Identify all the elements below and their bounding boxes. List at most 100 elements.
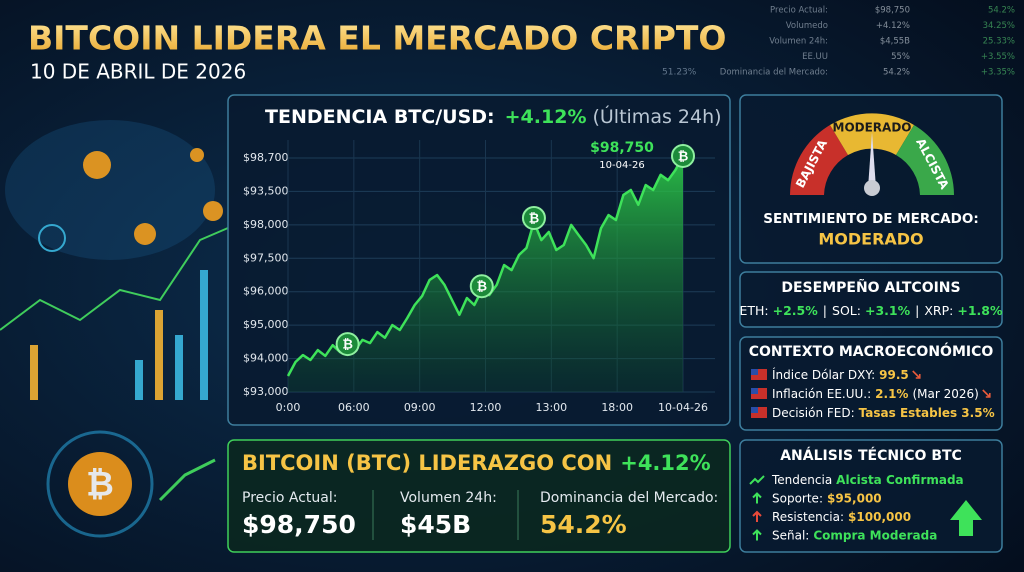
sentiment-title: SENTIMIENTO DE MERCADO: xyxy=(763,211,978,227)
technical-list: Tendencia Alcista Confirmada Soporte: $95,0… xyxy=(749,473,964,542)
stat-value: 54.2% xyxy=(540,510,627,539)
svg-text:₿: ₿ xyxy=(86,465,114,505)
flag-icon xyxy=(751,369,767,380)
technical-value: $95,000 xyxy=(827,491,882,505)
separator: | xyxy=(823,303,827,318)
decor: ₿ xyxy=(0,120,229,538)
ticker-change: 25.33% xyxy=(983,37,1015,47)
y-axis-label: $98,700 xyxy=(243,151,289,164)
x-axis-label: 10-04-26 xyxy=(658,401,708,414)
stat-value: $98,750 xyxy=(242,510,356,539)
bitcoin-marker xyxy=(335,332,360,357)
y-axis-label: $93,000 xyxy=(243,385,289,398)
sentiment-value: MODERADO xyxy=(818,230,923,249)
date: 10 DE ABRIL DE 2026 xyxy=(30,60,246,84)
ticker-side: 51.23% xyxy=(662,68,697,78)
macro-item: Índice Dólar DXY: 99.5 xyxy=(772,367,909,382)
gauge-label: MODERADO xyxy=(833,121,912,135)
bitcoin-marker xyxy=(521,206,546,231)
macro-label: Índice Dólar DXY: xyxy=(772,367,875,382)
plot: $98,700 $93,500 $98,000 $97,500 $96,000 $95,0… xyxy=(243,140,715,414)
stat-label: Volumen 24h: xyxy=(400,490,497,506)
separator: | xyxy=(915,303,919,318)
macro-value: 99.5 xyxy=(879,368,909,382)
technical-item: Tendencia Alcista Confirmada xyxy=(771,473,964,487)
x-axis-label: 06:00 xyxy=(338,401,370,414)
macro-label: Inflación EE.UU.: xyxy=(772,387,871,401)
macro-item: Inflación EE.UU.: 2.1% (Mar 2026) xyxy=(772,387,979,401)
alt-value: +3.1% xyxy=(865,303,911,318)
ticker-change: 54.2% xyxy=(988,6,1015,16)
stat-label: Dominancia del Mercado: xyxy=(540,490,718,506)
flag-icon xyxy=(751,388,767,399)
x-axis-label: 0:00 xyxy=(276,401,301,414)
macro-item: Decisión FED: Tasas Estables 3.5% xyxy=(772,406,995,420)
stat-value: $45B xyxy=(400,510,471,539)
technical-item: Resistencia: $100,000 xyxy=(772,510,911,524)
macro-label: Decisión FED: xyxy=(772,406,855,420)
item-icon xyxy=(749,475,765,485)
item-icon xyxy=(752,510,762,522)
technical-label: Soporte: xyxy=(772,491,823,505)
ticker-label: Dominancia del Mercado: xyxy=(720,68,828,78)
title: BITCOIN LIDERA EL MERCADO CRIPTO xyxy=(28,19,726,58)
alt-value: +2.5% xyxy=(773,303,819,318)
technical-label: Resistencia: xyxy=(772,510,844,524)
technical-item: Señal: Compra Moderada xyxy=(772,528,937,542)
macro-list: Índice Dólar DXY: 99.5 Inflación EE.UU.: 2.… xyxy=(751,367,995,420)
ticker-label: Volumedo xyxy=(786,21,828,31)
bitcoin-marker-icon: ₿ xyxy=(678,149,689,164)
altcoins-line: ETH: +2.5% | SOL: +3.1% | XRP: +1.8% xyxy=(739,303,1002,318)
technical-title: ANÁLISIS TÉCNICO BTC xyxy=(780,447,962,464)
ticker: Precio Actual: $98,750 54.2% Volumedo +4.12%… xyxy=(720,6,1015,78)
bitcoin-marker-icon: ₿ xyxy=(529,212,540,227)
bitcoin-marker xyxy=(469,274,494,299)
ticker-label: Precio Actual: xyxy=(770,6,828,16)
technical-value: $100,000 xyxy=(848,510,911,524)
ticker-change: +3.35% xyxy=(981,68,1015,78)
flag-icon xyxy=(751,369,758,375)
altcoins-title: DESEMPEÑO ALTCOINS xyxy=(781,279,960,296)
ticker-value: 55% xyxy=(891,52,910,62)
technical-item: Soporte: $95,000 xyxy=(772,491,882,505)
ticker-value: 54.2% xyxy=(883,68,910,78)
alt-value: +1.8% xyxy=(957,303,1003,318)
stat-label: Precio Actual: xyxy=(242,490,337,506)
summary-stats: Precio Actual: $98,750 Volumen 24h: $45B Dom… xyxy=(242,490,718,539)
y-axis-label: $96,000 xyxy=(243,285,289,298)
flag-icon xyxy=(751,407,767,418)
ticker-value: $98,750 xyxy=(875,6,910,16)
macro-title: CONTEXTO MACROECONÓMICO xyxy=(749,342,994,360)
up-arrow-icon xyxy=(950,500,982,536)
y-axis-label: $95,000 xyxy=(243,318,289,331)
technical-value: Compra Moderada xyxy=(813,528,937,542)
ticker-label: EE.UU xyxy=(802,52,828,62)
annotation-value: $98,750 xyxy=(590,140,654,156)
item-icon xyxy=(752,492,762,504)
alt-name: ETH: xyxy=(739,303,768,318)
macro-panel xyxy=(739,336,1003,431)
technical-label: Señal: xyxy=(772,528,809,542)
ticker-value: $4,55B xyxy=(880,37,910,47)
summary-panel xyxy=(227,439,731,553)
ticker-change: +3.55% xyxy=(981,52,1015,62)
ticker-label: Volumen 24h: xyxy=(769,37,828,47)
x-axis-label: 12:00 xyxy=(470,401,502,414)
area xyxy=(288,155,683,392)
chart-title-text: TENDENCIA BTC/USD: xyxy=(265,106,495,128)
alt-name: XRP: xyxy=(924,303,953,318)
bitcoin-marker-icon: ₿ xyxy=(342,338,353,353)
y-axis-label: $98,000 xyxy=(243,218,289,231)
y-axis-label: $94,000 xyxy=(243,352,289,365)
summary-title: BITCOIN (BTC) LIDERAZGO CON +4.12% xyxy=(242,451,711,475)
alt-name: SOL: xyxy=(832,303,861,318)
annotation-date: 10-04-26 xyxy=(599,160,644,171)
down-arrow-icon xyxy=(982,389,991,398)
x-axis-label: 13:00 xyxy=(535,401,567,414)
flag-icon xyxy=(751,388,758,394)
technical-panel xyxy=(739,439,1003,553)
macro-value: Tasas Estables 3.5% xyxy=(859,406,995,420)
